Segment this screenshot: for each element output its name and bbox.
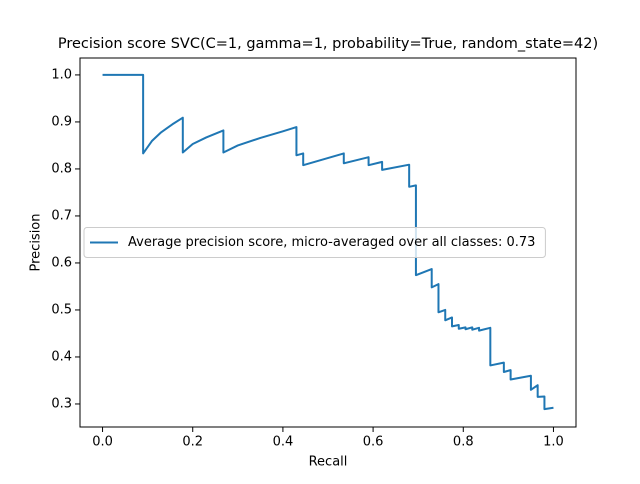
x-tick-label: 0.0 [92, 435, 113, 450]
legend: Average precision score, micro-averaged … [83, 227, 546, 258]
y-tick-label: 0.8 [51, 161, 72, 176]
x-tick-label: 1.0 [543, 435, 564, 450]
y-tick-label: 0.5 [51, 302, 72, 317]
x-tick-label: 0.6 [363, 435, 384, 450]
line [102, 73, 554, 411]
y-axis-label: Precision [29, 213, 44, 271]
x-axis-label: Recall [309, 455, 348, 470]
legend-label: Average precision score, micro-averaged … [128, 235, 535, 250]
axes-frame [79, 57, 577, 428]
y-tick-label: 0.4 [51, 349, 72, 364]
x-tick-label: 0.2 [182, 435, 203, 450]
y-tick-label: 0.6 [51, 255, 72, 270]
y-tick-label: 0.3 [51, 396, 72, 411]
y-tick-label: 0.7 [51, 208, 72, 223]
chart-title: Precision score SVC(C=1, gamma=1, probab… [58, 36, 598, 52]
legend-box [83, 227, 546, 258]
y-tick-label: 0.9 [51, 114, 72, 129]
y-tick-label: 1.0 [51, 67, 72, 82]
x-tick-label: 0.4 [273, 435, 294, 450]
x-tick-label: 0.8 [453, 435, 474, 450]
